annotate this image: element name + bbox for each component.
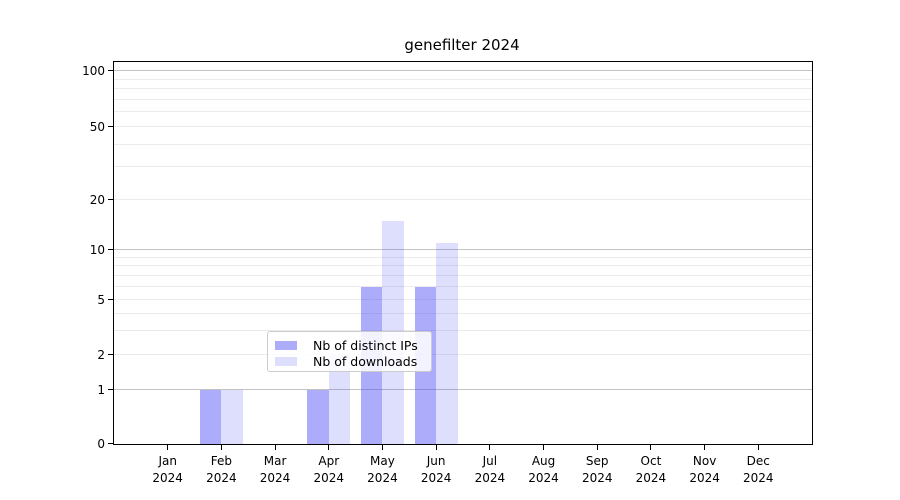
y-minor-gridline (114, 312, 812, 314)
x-tick-year: 2024 (474, 470, 506, 485)
x-tick-year: 2024 (313, 470, 345, 485)
x-tick-month: Nov (692, 454, 717, 468)
y-minor-gridline (114, 143, 812, 145)
x-tick (543, 445, 545, 450)
bar-downloads (221, 389, 243, 444)
x-tick-year: 2024 (206, 470, 237, 485)
y-tick (108, 388, 113, 390)
x-tick-month: Sep (585, 454, 609, 468)
y-tick-label: 100 (82, 64, 105, 79)
bar-distinct-ips (307, 389, 329, 444)
x-tick (274, 445, 276, 450)
y-tick-label: 5 (97, 293, 105, 308)
x-tick (489, 445, 491, 450)
y-tick-label: 10 (89, 243, 105, 258)
legend-entry-distinct-ips: Nb of distinct IPs (275, 337, 423, 353)
y-tick (108, 70, 113, 72)
x-tick-month: Jan (158, 454, 177, 468)
y-minor-gridline (114, 111, 812, 113)
y-minor-gridline (114, 88, 812, 90)
x-tick-label: Sep 2024 (565, 453, 629, 486)
x-tick-year: 2024 (259, 470, 291, 485)
x-tick-label: Feb 2024 (189, 453, 253, 486)
legend-label-distinct-ips: Nb of distinct IPs (313, 337, 418, 353)
x-tick-label: Mar 2024 (243, 453, 307, 486)
y-minor-gridline (114, 265, 812, 267)
legend: Nb of distinct IPs Nb of downloads (267, 331, 432, 372)
x-tick-month: Feb (210, 454, 232, 468)
x-tick (220, 445, 222, 450)
y-tick-label: 20 (89, 192, 105, 207)
x-tick-label: Dec 2024 (726, 453, 790, 486)
x-tick (167, 445, 169, 450)
y-tick (108, 299, 113, 301)
y-gridline (114, 70, 812, 72)
y-gridline (114, 249, 812, 251)
x-tick-label: Nov 2024 (673, 453, 737, 486)
y-minor-gridline (114, 275, 812, 277)
x-tick (596, 445, 598, 450)
x-tick-year: 2024 (581, 470, 613, 485)
x-tick-month: Jul (482, 454, 498, 468)
x-tick (328, 445, 330, 450)
y-minor-gridline (114, 330, 812, 332)
x-tick-year: 2024 (743, 470, 774, 485)
x-tick-label: Jan 2024 (136, 453, 200, 486)
y-tick-label: 0 (97, 437, 105, 451)
x-tick-year: 2024 (528, 470, 559, 485)
x-tick-month: Apr (318, 454, 340, 468)
bar-distinct-ips (199, 389, 222, 444)
x-tick (757, 445, 759, 450)
y-tick (108, 443, 113, 444)
y-gridline (114, 354, 812, 356)
x-tick-year: 2024 (367, 470, 398, 485)
y-tick-label: 2 (97, 348, 105, 363)
x-tick-label: Apr 2024 (297, 453, 361, 486)
y-tick (108, 354, 113, 356)
x-tick (704, 445, 706, 450)
y-tick (108, 125, 113, 127)
x-tick-label: Jun 2024 (404, 453, 468, 486)
x-tick-month: Dec (746, 454, 770, 468)
plot-area: 0 1 2 5 10 20 50 100 Jan 2024 Feb 2024 Mar 2024 Apr 202… (82, 61, 813, 485)
legend-swatch-distinct-ips (275, 340, 297, 350)
y-gridline (114, 198, 812, 200)
y-tick (108, 249, 113, 251)
y-tick (108, 198, 113, 200)
x-tick-label: May 2024 (350, 453, 414, 486)
legend-entry-downloads: Nb of downloads (275, 353, 423, 369)
bar-downloads (328, 355, 351, 444)
x-tick (650, 445, 652, 450)
chart-title: genefilter 2024 (404, 36, 520, 54)
x-tick (435, 445, 437, 450)
bar-downloads (436, 243, 458, 444)
y-minor-gridline (114, 286, 812, 288)
x-tick-month: Aug (531, 454, 556, 468)
y-minor-gridline (114, 166, 812, 168)
x-tick (381, 445, 383, 450)
x-tick-month: May (370, 454, 395, 468)
y-tick-label: 1 (97, 382, 105, 397)
x-tick-month: Oct (640, 454, 662, 468)
x-tick-month: Mar (263, 454, 287, 468)
y-tick-label: 50 (89, 119, 105, 134)
x-tick-year: 2024 (420, 470, 452, 485)
x-tick-year: 2024 (689, 470, 720, 485)
y-minor-gridline (114, 98, 812, 100)
y-gridline (114, 388, 812, 390)
x-tick-month: Jun (426, 454, 446, 468)
x-tick-year: 2024 (152, 470, 183, 485)
y-minor-gridline (114, 256, 812, 258)
x-tick-year: 2024 (635, 470, 667, 485)
x-tick-label: Oct 2024 (619, 453, 683, 486)
y-minor-gridline (114, 78, 812, 80)
legend-swatch-downloads (275, 356, 297, 366)
x-tick-label: Jul 2024 (458, 453, 522, 486)
x-tick-label: Aug 2024 (512, 453, 576, 486)
legend-label-downloads: Nb of downloads (313, 353, 418, 369)
y-gridline (114, 125, 812, 127)
y-gridline (114, 299, 812, 301)
